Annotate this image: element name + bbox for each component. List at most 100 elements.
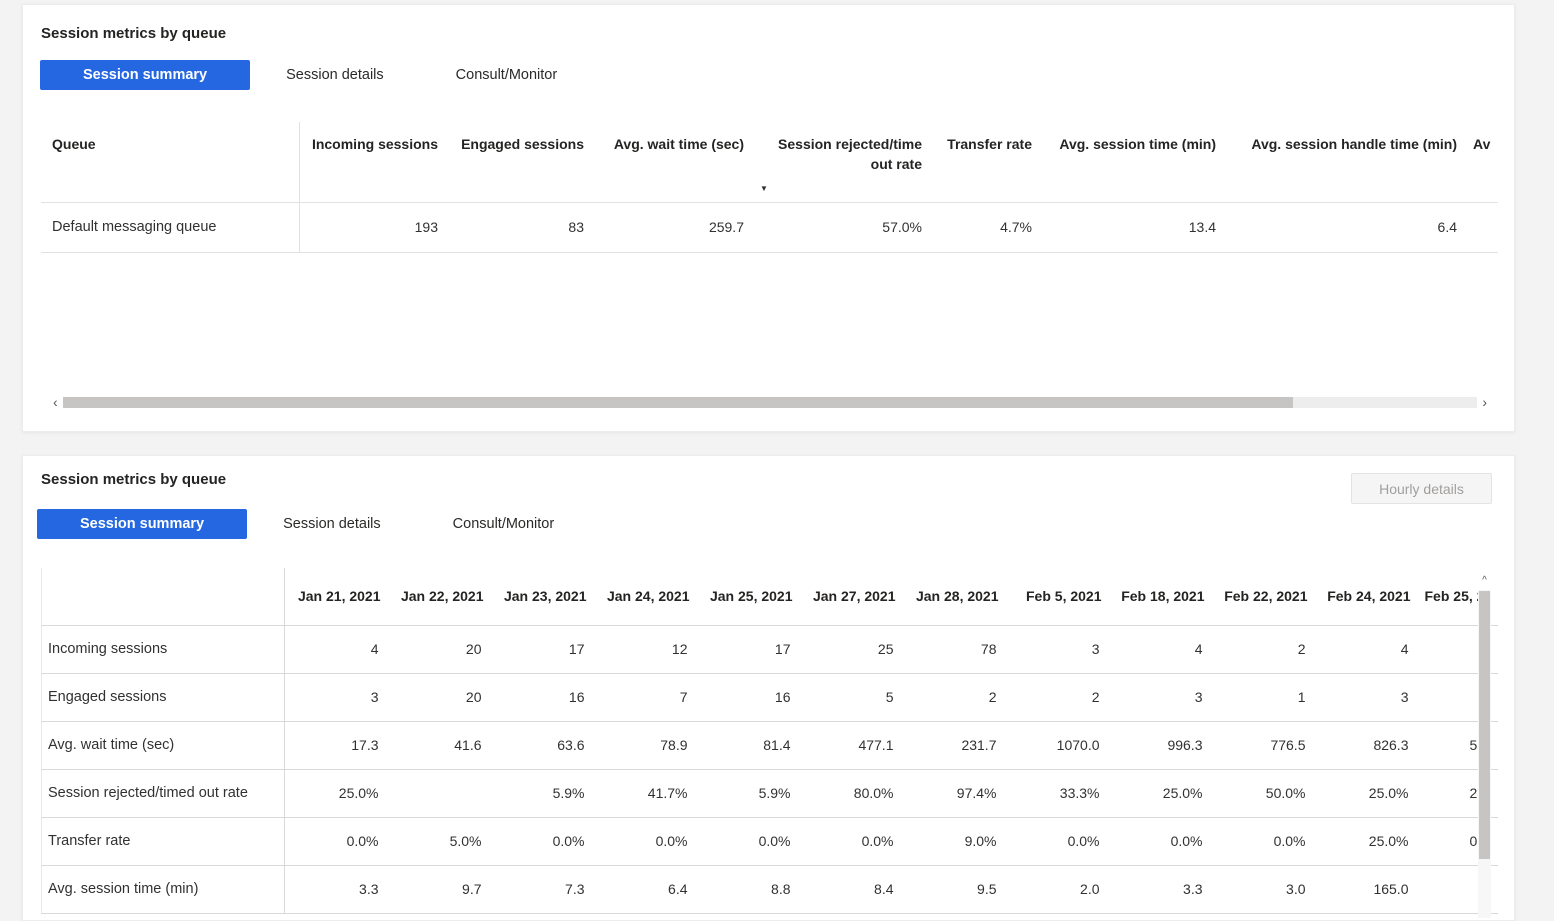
value-cell: 25.0% [284,769,388,818]
value-cell: 0.0% [1108,817,1212,866]
value-cell: 25 [799,625,903,674]
tab-consult-monitor[interactable]: Consult/Monitor [452,516,555,532]
value-cell: 0.0% [1211,817,1315,866]
value-cell: 20 [387,625,491,674]
date-header-feb-22-2021[interactable]: Feb 22, 2021 [1211,568,1315,626]
value-cell: 3 [1108,673,1212,722]
tab-session-summary[interactable]: Session summary [40,60,251,90]
value-cell: 97.4% [902,769,1006,818]
value-cell: 25.0% [1108,769,1212,818]
scroll-up-icon[interactable]: ^ [1478,574,1491,590]
column-header-avg-session-handle-time-min[interactable]: Avg. session handle time (min) [1224,122,1465,203]
metric-row-transfer-rate: Transfer rate 0.0% 5.0% 0.0% 0.0% 0.0% 0.0% 9.0… [41,817,1498,866]
value-cell: 9.0% [902,817,1006,866]
horizontal-scrollbar[interactable]: ‹ › [53,395,1487,409]
value-cell: 41.7% [593,769,697,818]
vertical-scrollbar[interactable]: ^ [1478,574,1491,918]
value-cell: 3 [284,673,388,722]
date-header-jan-28-2021[interactable]: Jan 28, 2021 [902,568,1006,626]
value-cell: 7 [593,673,697,722]
value-cell: 2 [1005,673,1109,722]
value-cell: 9.7 [387,865,491,914]
value-cell: 2.0 [1005,865,1109,914]
metric-value-cell [1465,202,1498,253]
date-header-jan-24-2021[interactable]: Jan 24, 2021 [593,568,697,626]
tab-session-details[interactable]: Session details [283,516,381,532]
daily-metrics-table: Jan 21, 2021 Jan 22, 2021 Jan 23, 2021 Jan … [41,568,1498,914]
queue-metrics-table-container: Queue Incoming sessions Engaged sessions Av… [41,122,1498,260]
queue-name-cell: Default messaging queue [41,202,300,253]
metric-value-cell: 13.4 [1040,202,1224,253]
column-header-avg-wait-time-sec[interactable]: Avg. wait time (sec) [592,122,752,203]
value-cell: 12 [593,625,697,674]
date-header-jan-27-2021[interactable]: Jan 27, 2021 [799,568,903,626]
date-header-feb-5-2021[interactable]: Feb 5, 2021 [1005,568,1109,626]
value-cell: 1 [1211,673,1315,722]
value-cell: 78.9 [593,721,697,770]
value-cell: 33.3% [1005,769,1109,818]
date-header-feb-18-2021[interactable]: Feb 18, 2021 [1108,568,1212,626]
value-cell: 80.0% [799,769,903,818]
column-header-incoming-sessions[interactable]: Incoming sessions [299,122,446,203]
value-cell: 50.0% [1211,769,1315,818]
column-header-session-rejected-time-out-rate[interactable]: Session rejected/time out rate ▼ [752,122,930,203]
header-row: Queue Incoming sessions Engaged sessions Av… [41,122,1498,203]
queue-metrics-table: Queue Incoming sessions Engaged sessions Av… [41,122,1498,253]
date-header-jan-22-2021[interactable]: Jan 22, 2021 [387,568,491,626]
value-cell: 5.0% [387,817,491,866]
tab-session-details[interactable]: Session details [286,67,384,83]
date-header-jan-21-2021[interactable]: Jan 21, 2021 [284,568,388,626]
value-cell: 63.6 [490,721,594,770]
value-cell: 6.4 [593,865,697,914]
value-cell: 25.0% [1314,769,1418,818]
value-cell: 0.0% [593,817,697,866]
metric-value-cell: 6.4 [1224,202,1465,253]
value-cell: 0.0% [1005,817,1109,866]
sort-descending-icon[interactable]: ▼ [760,183,768,193]
value-cell: 5 [799,673,903,722]
value-cell: 3 [1314,673,1418,722]
date-header-jan-23-2021[interactable]: Jan 23, 2021 [490,568,594,626]
column-header-transfer-rate[interactable]: Transfer rate [930,122,1040,203]
column-header-engaged-sessions[interactable]: Engaged sessions [446,122,592,203]
value-cell: 25.0% [1314,817,1418,866]
value-cell: 7.3 [490,865,594,914]
date-header-feb-24-2021[interactable]: Feb 24, 2021 [1314,568,1418,626]
date-header-jan-25-2021[interactable]: Jan 25, 2021 [696,568,800,626]
metric-row-avg-wait-time-sec: Avg. wait time (sec) 17.3 41.6 63.6 78.9 81.4… [41,721,1498,770]
value-cell: 8.4 [799,865,903,914]
value-cell: 17 [490,625,594,674]
column-header-av[interactable]: Av [1465,122,1498,203]
metric-value-cell: 193 [299,202,446,253]
column-header-avg-session-time-min[interactable]: Avg. session time (min) [1040,122,1224,203]
value-cell: 0.0% [696,817,800,866]
row-label: Transfer rate [41,817,285,866]
value-cell: 41.6 [387,721,491,770]
horizontal-scrollbar-thumb[interactable] [62,396,1294,408]
metric-value-cell: 83 [446,202,592,253]
vertical-scrollbar-thumb[interactable] [1479,591,1490,859]
value-cell: 4 [1314,625,1418,674]
metric-row-session-rejected-timed-out-rate: Session rejected/timed out rate 25.0% 5.9%… [41,769,1498,818]
tab-bar: Session summary Session details Consult/Mo… [40,60,593,90]
metric-value-cell: 4.7% [930,202,1040,253]
tab-consult-monitor[interactable]: Consult/Monitor [455,67,558,83]
hourly-details-button[interactable]: Hourly details [1351,473,1492,504]
column-header-queue[interactable]: Queue [41,122,300,203]
table-row: Default messaging queue 193 83 259.7 57.0% 4.… [41,202,1498,253]
tab-session-summary[interactable]: Session summary [37,509,248,539]
metric-row-avg-session-time-min: Avg. session time (min) 3.3 9.7 7.3 6.4 8.8 8.… [41,865,1498,914]
panel-title: Session metrics by queue [41,25,227,42]
metric-value-cell: 57.0% [752,202,930,253]
value-cell: 3.0 [1211,865,1315,914]
scroll-right-icon[interactable]: › [1482,394,1487,410]
value-cell [387,769,491,818]
value-cell: 826.3 [1314,721,1418,770]
session-metrics-panel-top: Session metrics by queue Session summary… [22,4,1515,432]
tab-bar: Session summary Session details Consult/Mo… [37,509,590,539]
horizontal-scrollbar-track[interactable] [62,396,1478,408]
corner-cell [41,568,285,626]
scroll-left-icon[interactable]: ‹ [53,394,58,410]
value-cell: 2 [902,673,1006,722]
value-cell: 4 [284,625,388,674]
